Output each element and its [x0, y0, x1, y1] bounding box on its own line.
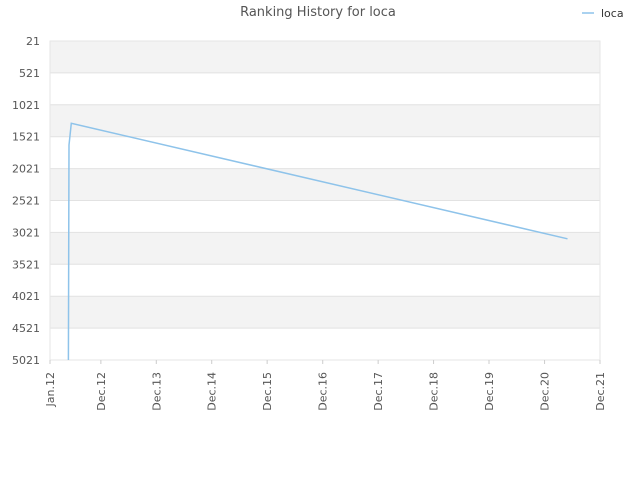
grid-band — [50, 41, 600, 73]
x-tick-label: Dec.20 — [539, 372, 552, 411]
x-tick-label: Dec.14 — [206, 372, 219, 411]
y-tick-label: 1521 — [12, 131, 40, 144]
x-tick-label: Dec.13 — [150, 372, 163, 411]
x-tick-label: Jan.12 — [44, 372, 57, 407]
x-tick-label: Dec.12 — [95, 372, 108, 411]
series-layer — [67, 122, 568, 361]
y-tick-label: 4021 — [12, 290, 40, 303]
plot-area-border — [49, 40, 601, 361]
chart-title: Ranking History for loca — [240, 5, 396, 20]
y-tick-label: 21 — [26, 35, 40, 48]
grid-band — [50, 136, 600, 169]
y-tick-label: 1021 — [12, 99, 40, 112]
grid-band — [50, 296, 600, 329]
grid-band — [50, 168, 600, 201]
y-tick-label: 4521 — [12, 322, 40, 335]
y-tick-label: 2521 — [12, 195, 40, 208]
x-axis: Jan.12 Dec.12 Dec.13 Dec.14 Dec.15 Dec.16 Dec.… — [44, 360, 607, 411]
grid-band — [50, 104, 600, 137]
plot-background — [50, 41, 600, 360]
x-tick-label: Dec.21 — [594, 372, 607, 411]
y-tick-label: 2021 — [12, 163, 40, 176]
series-line-loca — [67, 122, 568, 361]
x-tick-label: Dec.18 — [428, 372, 441, 411]
legend-label: loca — [601, 7, 624, 20]
grid-band — [50, 328, 600, 360]
y-axis: 21 521 1021 1521 2021 2521 3021 3521 4021 4521 502… — [12, 35, 40, 367]
x-tick-label: Dec.15 — [261, 372, 274, 411]
grid-band — [50, 72, 600, 105]
x-tick-label: Dec.19 — [483, 372, 496, 411]
legend[interactable]: loca — [582, 7, 624, 20]
x-tick-label: Dec.16 — [317, 372, 330, 411]
y-tick-label: 521 — [19, 67, 40, 80]
y-tick-label: 3521 — [12, 258, 40, 271]
y-tick-label: 5021 — [12, 354, 40, 367]
x-tick-label: Dec.17 — [372, 372, 385, 411]
grid-band — [50, 232, 600, 265]
grid-band — [50, 264, 600, 297]
grid-band — [50, 200, 600, 233]
y-tick-label: 3021 — [12, 226, 40, 239]
